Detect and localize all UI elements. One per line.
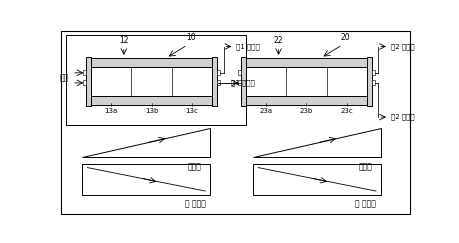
- Text: 농도차: 농도차: [188, 162, 202, 171]
- Text: 제2 농축수: 제2 농축수: [391, 114, 414, 120]
- Bar: [246, 58, 367, 67]
- Text: 13b: 13b: [145, 108, 158, 114]
- Text: 20: 20: [341, 33, 351, 42]
- Bar: [246, 67, 367, 96]
- Bar: [217, 80, 220, 85]
- Bar: [238, 80, 241, 85]
- Bar: [82, 164, 210, 195]
- Polygon shape: [82, 128, 210, 157]
- Bar: [372, 70, 375, 75]
- Bar: [246, 96, 367, 105]
- Bar: [241, 57, 246, 106]
- Text: 농도차: 농도차: [359, 162, 373, 171]
- Text: 물 투과량: 물 투과량: [355, 200, 376, 208]
- Text: 13c: 13c: [185, 108, 198, 114]
- Text: 23c: 23c: [340, 108, 353, 114]
- Bar: [253, 164, 381, 195]
- Bar: [367, 57, 372, 106]
- Bar: [83, 80, 86, 85]
- Text: 물 투과량: 물 투과량: [185, 200, 206, 208]
- Bar: [212, 57, 217, 106]
- Text: 제1 회석수: 제1 회석수: [231, 80, 255, 86]
- Text: 22: 22: [274, 36, 283, 45]
- Text: 13a: 13a: [105, 108, 118, 114]
- Text: 제2 회석수: 제2 회석수: [391, 43, 414, 50]
- Bar: [91, 96, 212, 105]
- Text: 23a: 23a: [259, 108, 273, 114]
- Text: 원수: 원수: [59, 73, 68, 82]
- Bar: [66, 35, 246, 125]
- Polygon shape: [253, 128, 381, 157]
- Text: 10: 10: [186, 33, 196, 42]
- Text: 제1 농축수: 제1 농축수: [236, 43, 260, 50]
- Text: 12: 12: [119, 36, 129, 45]
- Bar: [83, 70, 86, 75]
- Bar: [217, 70, 220, 75]
- Bar: [91, 58, 212, 67]
- Bar: [238, 70, 241, 75]
- Bar: [86, 57, 91, 106]
- Bar: [372, 80, 375, 85]
- Bar: [91, 67, 212, 96]
- Text: 23b: 23b: [300, 108, 313, 114]
